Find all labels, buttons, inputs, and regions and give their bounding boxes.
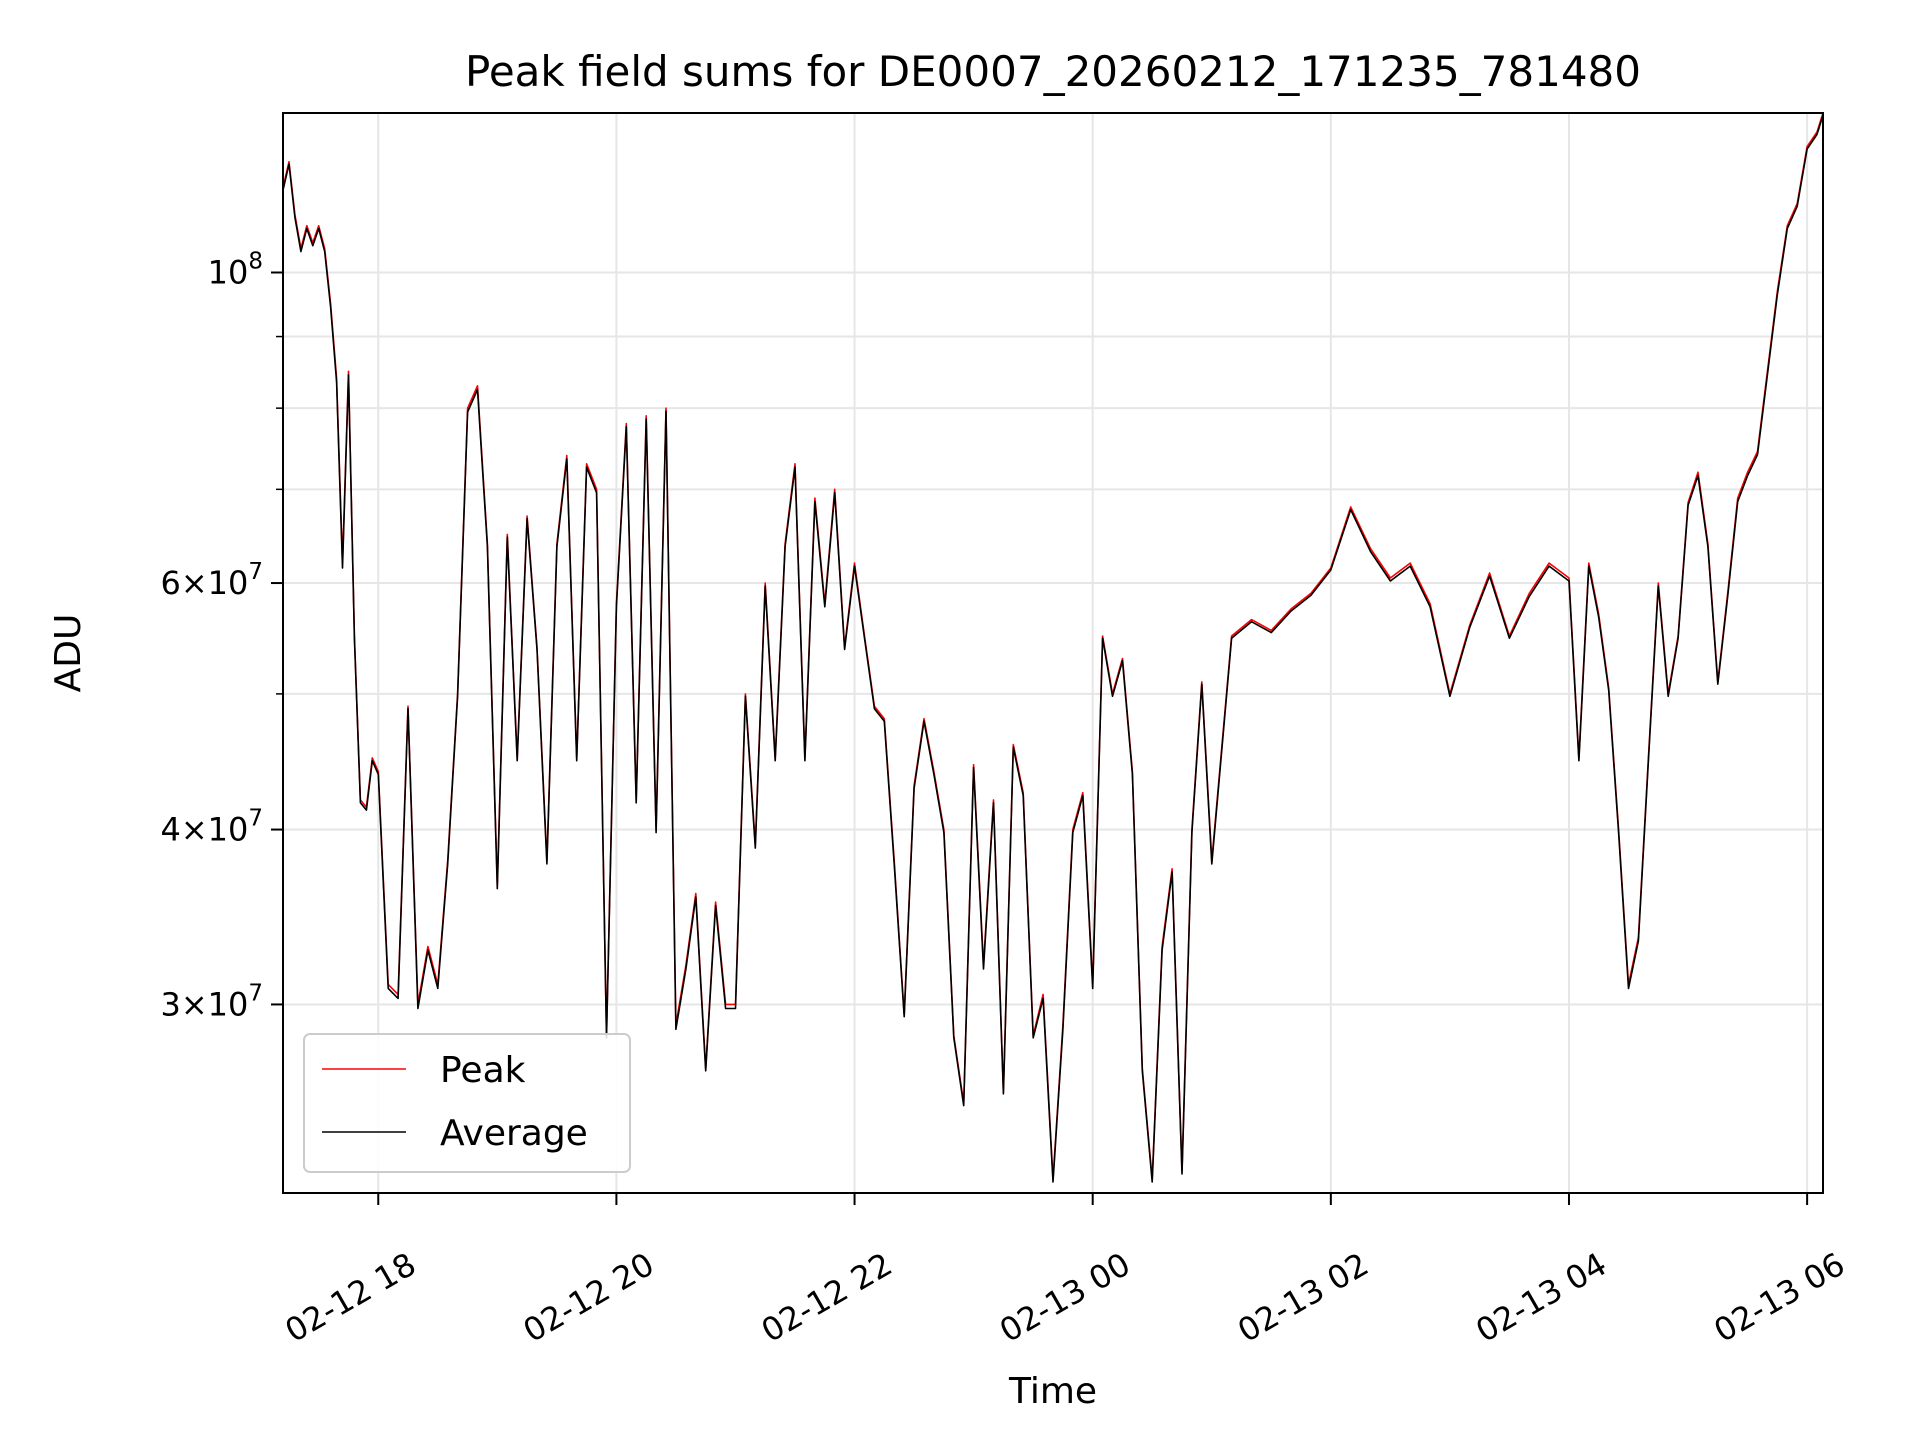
plot-area bbox=[282, 112, 1824, 1194]
legend-label-peak: Peak bbox=[440, 1050, 526, 1091]
y-tick-label: 6×107 bbox=[160, 559, 263, 602]
chart-title: Peak field sums for DE0007_20260212_1712… bbox=[465, 47, 1641, 96]
legend-label-average: Average bbox=[440, 1113, 588, 1154]
y-tick-label: 4×107 bbox=[160, 806, 263, 849]
x-axis-label: Time bbox=[1008, 1371, 1097, 1412]
legend: Peak Average bbox=[303, 1033, 631, 1173]
grid bbox=[283, 113, 1823, 1193]
series-line-average bbox=[282, 115, 1824, 1183]
y-axis-label: ADU bbox=[48, 614, 89, 693]
y-tick-label: 108 bbox=[208, 249, 263, 292]
y-tick-label: 3×107 bbox=[160, 980, 263, 1023]
series-lines bbox=[282, 112, 1824, 1183]
y-axis: 3×107 4×107 6×107 108 bbox=[160, 249, 283, 1023]
